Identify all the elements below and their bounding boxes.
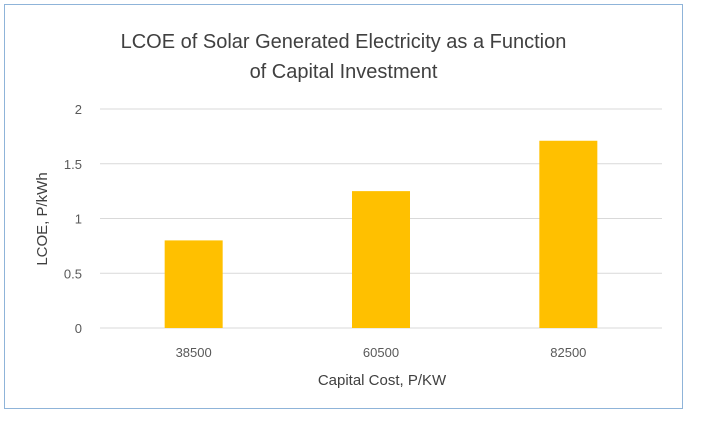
y-tick-label: 1 (75, 212, 82, 227)
y-tick-label: 0 (75, 321, 82, 336)
bar-38500 (164, 240, 223, 328)
chart-title-line-1: LCOE of Solar Generated Electricity as a… (120, 31, 567, 53)
y-tick-label: 0.5 (64, 266, 82, 281)
y-axis-title: LCOE, P/kWh (34, 172, 51, 265)
y-axis-ticks: 0 0.5 1 1.5 2 (64, 102, 82, 336)
chart-title-line-2: of Capital Investment (249, 61, 438, 83)
x-category-label: 38500 (176, 345, 212, 360)
y-tick-label: 2 (75, 102, 82, 117)
bars (164, 140, 598, 328)
x-axis-categories: 38500 60500 82500 (176, 345, 587, 360)
chart-title: LCOE of Solar Generated Electricity as a… (5, 27, 682, 87)
x-axis-title: Capital Cost, P/KW (318, 372, 447, 389)
x-category-label: 60500 (363, 345, 399, 360)
bar-60500 (352, 191, 410, 328)
y-tick-label: 1.5 (64, 157, 82, 172)
bar-82500 (539, 140, 598, 328)
x-category-label: 82500 (550, 345, 586, 360)
